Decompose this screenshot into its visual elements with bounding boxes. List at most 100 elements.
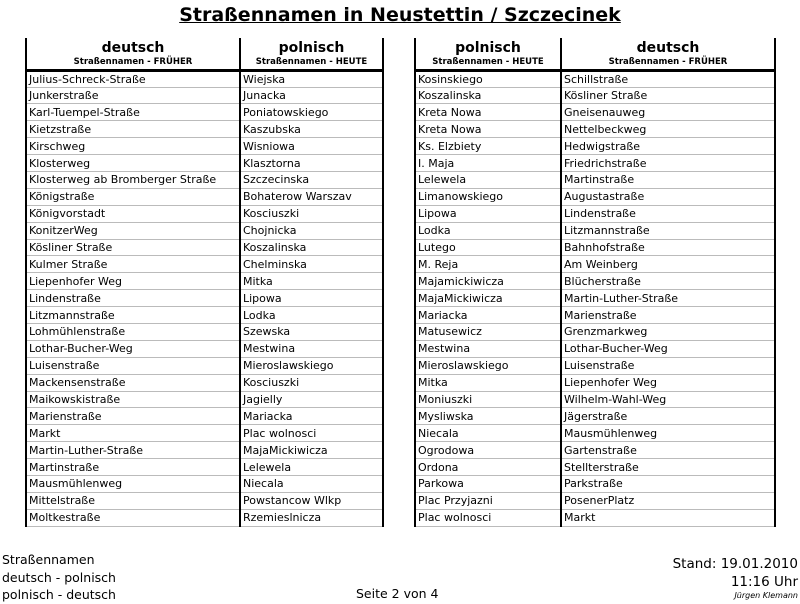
table-row: Limanowskiego Augustastraße [414, 188, 776, 206]
table-row: Moltkestraße Rzemieslnicza [25, 509, 384, 527]
table-cell: Lodka [414, 222, 562, 240]
table-row: Moniuszki Wilhelm-Wahl-Weg [414, 391, 776, 409]
table-cell: Majamickiwicza [414, 272, 562, 291]
table-cell: Klosterweg [25, 154, 241, 172]
table-cell: Plac wolnosci [239, 424, 384, 443]
table-cell: Kosinskiego [414, 70, 562, 88]
table-cell: Lipowa [414, 205, 562, 223]
table-cell: Plac wolnosci [414, 509, 562, 527]
table-row: Martin-Luther-Straße MajaMickiwicza [25, 441, 384, 460]
table-row: Parkowa Parkstraße [414, 475, 776, 493]
table-cell: Kreta Nowa [414, 103, 562, 122]
table-cell: Julius-Schreck-Straße [25, 70, 241, 88]
table-cell: Ogrodowa [414, 441, 562, 460]
table-cell: Mitka [239, 272, 384, 291]
table-cell: Karl-Tuempel-Straße [25, 103, 241, 122]
table-cell: Koszalinska [239, 239, 384, 257]
table-cell: MajaMickiwicza [239, 441, 384, 460]
table-cell: Moniuszki [414, 391, 562, 409]
table-cell: Mariacka [414, 306, 562, 324]
table-cell: Junacka [239, 87, 384, 105]
table-cell: Gneisenauweg [560, 103, 776, 122]
table-row: Martinstraße Lelewela [25, 458, 384, 476]
table-row: Luisenstraße Mieroslawskiego [25, 357, 384, 375]
table-cell: Friedrichstraße [560, 154, 776, 172]
table-row: Ordona Stellterstraße [414, 458, 776, 476]
table-german-polish: deutsch Straßennamen - FRÜHER polnisch Str… [25, 38, 384, 527]
table-row: Kösliner Straße Koszalinska [25, 239, 384, 257]
table-row: Marienstraße Mariacka [25, 407, 384, 426]
table-cell: Lelewela [414, 171, 562, 189]
table-polish-german: polnisch Straßennamen - HEUTE deutsch Stra… [414, 38, 776, 527]
table-cell: Königstraße [25, 188, 241, 206]
table-cell: Klosterweg ab Bromberger Straße [25, 171, 241, 189]
table-cell: Lindenstraße [560, 205, 776, 223]
column-header: deutsch Straßennamen - FRÜHER [560, 38, 776, 72]
table-cell: Kosciuszki [239, 374, 384, 392]
table-row: Markt Plac wolnosci [25, 424, 384, 443]
table-cell: Ordona [414, 458, 562, 476]
table-cell: Marienstraße [560, 306, 776, 324]
table-cell: Liepenhofer Weg [25, 272, 241, 291]
table-row: Lutego Bahnhofstraße [414, 239, 776, 257]
header-lang: polnisch [278, 40, 345, 56]
table-row: Lodka Litzmannstraße [414, 222, 776, 240]
table-cell: Mariacka [239, 407, 384, 426]
table-cell: Lutego [414, 239, 562, 257]
table-cell: Martin-Luther-Straße [560, 289, 776, 308]
table-cell: Bahnhofstraße [560, 239, 776, 257]
table-cell: Parkstraße [560, 475, 776, 493]
table-row: Mariacka Marienstraße [414, 306, 776, 324]
table-cell: Wisniowa [239, 137, 384, 156]
footer-description: Straßennamen deutsch - polnisch polnisch… [2, 551, 116, 604]
table-cell: Bohaterow Warszav [239, 188, 384, 206]
table-cell: Lohmühlenstraße [25, 323, 241, 341]
table-row: Lohmühlenstraße Szewska [25, 323, 384, 341]
table-cell: Kaszubska [239, 120, 384, 139]
stand-time: 11:16 Uhr [730, 573, 798, 590]
header-lang: polnisch [455, 40, 521, 56]
table-cell: Moltkestraße [25, 509, 241, 527]
footer-line: deutsch - polnisch [2, 569, 116, 585]
table-cell: M. Reja [414, 255, 562, 274]
table-cell: Kietzstraße [25, 120, 241, 139]
table-row: Majamickiwicza Blücherstraße [414, 272, 776, 291]
table-cell: Jägerstraße [560, 407, 776, 426]
table-cell: Mittelstraße [25, 492, 241, 510]
table-row: I. Maja Friedrichstraße [414, 154, 776, 172]
page-number: Seite 2 von 4 [356, 586, 439, 601]
table-cell: Kulmer Straße [25, 255, 241, 274]
table-row: Litzmannstraße Lodka [25, 306, 384, 324]
table-row: Maikowskistraße Jagielly [25, 391, 384, 409]
table-row: Julius-Schreck-Straße Wiejska [25, 70, 384, 88]
table-row: Lindenstraße Lipowa [25, 289, 384, 308]
table-cell: Martinstraße [25, 458, 241, 476]
table-row: Mestwina Lothar-Bucher-Weg [414, 340, 776, 358]
table-cell: Lothar-Bucher-Weg [560, 340, 776, 358]
table-cell: Am Weinberg [560, 255, 776, 274]
table-row: Königvorstadt Kosciuszki [25, 205, 384, 223]
table-row: Niecala Mausmühlenweg [414, 424, 776, 443]
table-cell: KonitzerWeg [25, 222, 241, 240]
footer-stand: Stand: 19.01.2010 11:16 Uhr Jürgen Klema… [673, 556, 798, 601]
table-cell: MajaMickiwicza [414, 289, 562, 308]
table-cell: Mysliwska [414, 407, 562, 426]
table-row: Kosinskiego Schillstraße [414, 70, 776, 88]
table-cell: Marienstraße [25, 407, 241, 426]
table-cell: Jagielly [239, 391, 384, 409]
table-cell: Luisenstraße [560, 357, 776, 375]
author: Jürgen Klemann [734, 591, 798, 600]
table-cell: Mitka [414, 374, 562, 392]
table-row: Lipowa Lindenstraße [414, 205, 776, 223]
table-cell: Lelewela [239, 458, 384, 476]
table-cell: Gartenstraße [560, 441, 776, 460]
table-row: Liepenhofer Weg Mitka [25, 272, 384, 291]
table-cell: Niecala [239, 475, 384, 493]
header-sub: Straßennamen - FRÜHER [73, 57, 193, 67]
table-cell: Königvorstadt [25, 205, 241, 223]
table-row: Mausmühlenweg Niecala [25, 475, 384, 493]
table-row: Klosterweg ab Bromberger Straße Szczecins… [25, 171, 384, 189]
table-cell: Kosciuszki [239, 205, 384, 223]
table-cell: Wiejska [239, 70, 384, 88]
table-cell: Blücherstraße [560, 272, 776, 291]
